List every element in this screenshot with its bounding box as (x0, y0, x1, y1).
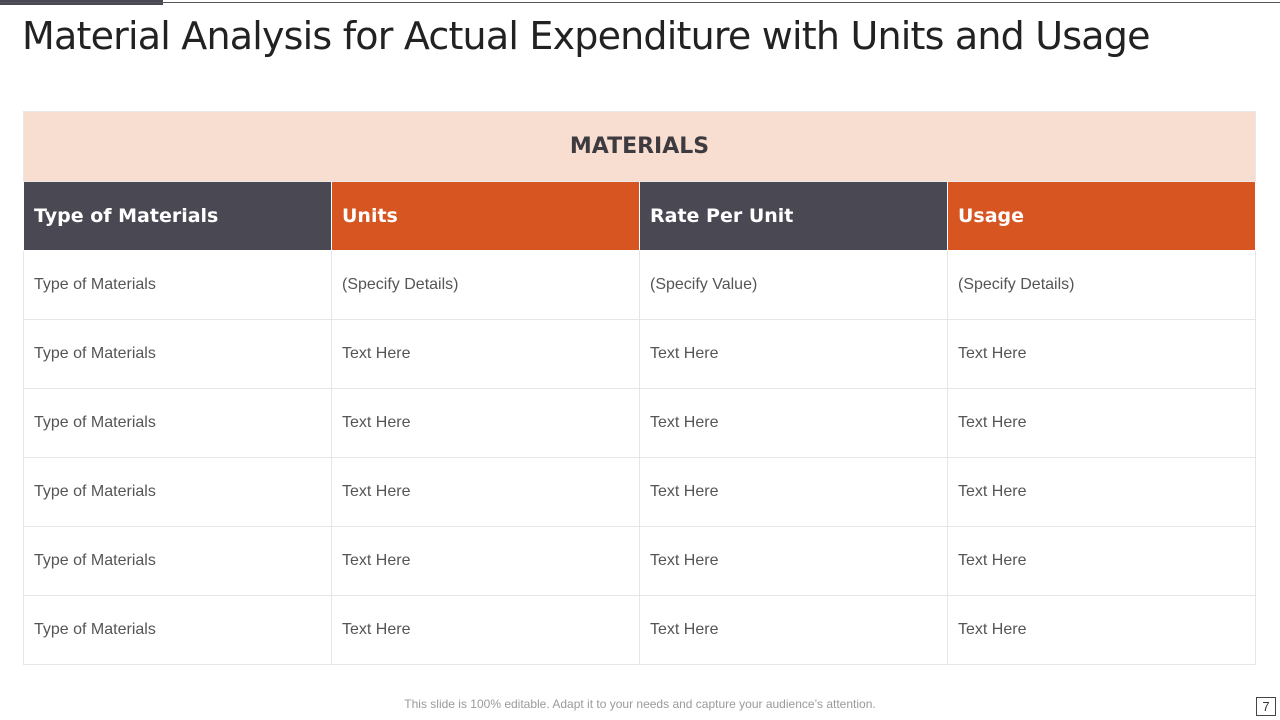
cell-rate-per-unit: Text Here (639, 457, 948, 527)
table-header-row: Type of Materials Units Rate Per Unit Us… (23, 181, 1257, 251)
column-header-units: Units (331, 181, 640, 251)
cell-usage: Text Here (946, 388, 1257, 458)
cell-rate-per-unit: Text Here (639, 388, 948, 458)
cell-type-of-materials: Type of Materials (23, 595, 332, 665)
table-caption: MATERIALS (22, 111, 1257, 182)
top-divider-line (0, 2, 1280, 3)
slide-title: Material Analysis for Actual Expenditure… (22, 14, 1150, 58)
cell-usage: Text Here (946, 595, 1257, 665)
footer-note: This slide is 100% editable. Adapt it to… (404, 697, 876, 711)
table-row: Type of Materials (Specify Details) (Spe… (23, 250, 1257, 320)
table-row: Type of Materials Text Here Text Here Te… (23, 388, 1257, 458)
cell-units: (Specify Details) (331, 250, 640, 320)
cell-units: Text Here (331, 457, 640, 527)
cell-usage: Text Here (946, 457, 1257, 527)
table-row: Type of Materials Text Here Text Here Te… (23, 526, 1257, 596)
cell-type-of-materials: Type of Materials (23, 457, 332, 527)
table-caption-row: MATERIALS (22, 111, 1257, 182)
column-header-type-of-materials: Type of Materials (23, 181, 332, 251)
cell-rate-per-unit: (Specify Value) (639, 250, 948, 320)
page-number: 7 (1256, 697, 1276, 716)
cell-type-of-materials: Type of Materials (23, 250, 332, 320)
cell-usage: Text Here (946, 526, 1257, 596)
cell-usage: Text Here (946, 319, 1257, 389)
column-header-usage: Usage (946, 181, 1257, 251)
cell-rate-per-unit: Text Here (639, 595, 948, 665)
cell-units: Text Here (331, 319, 640, 389)
cell-units: Text Here (331, 595, 640, 665)
cell-usage: (Specify Details) (946, 250, 1257, 320)
table-row: Type of Materials Text Here Text Here Te… (23, 457, 1257, 527)
materials-table: MATERIALS Type of Materials Units Rate P… (22, 111, 1257, 665)
column-header-rate-per-unit: Rate Per Unit (639, 181, 948, 251)
table-row: Type of Materials Text Here Text Here Te… (23, 319, 1257, 389)
cell-type-of-materials: Type of Materials (23, 526, 332, 596)
cell-rate-per-unit: Text Here (639, 526, 948, 596)
cell-rate-per-unit: Text Here (639, 319, 948, 389)
cell-units: Text Here (331, 526, 640, 596)
cell-type-of-materials: Type of Materials (23, 388, 332, 458)
cell-units: Text Here (331, 388, 640, 458)
table-row: Type of Materials Text Here Text Here Te… (23, 595, 1257, 665)
cell-type-of-materials: Type of Materials (23, 319, 332, 389)
